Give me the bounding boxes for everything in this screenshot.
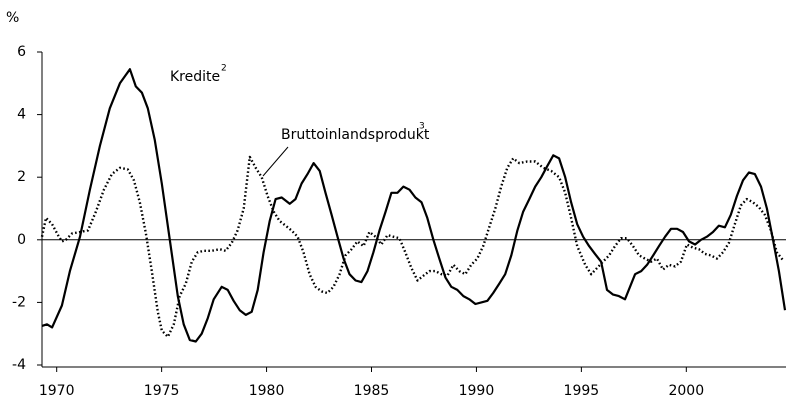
x-tick-label: 1970: [39, 383, 75, 399]
y-tick-label: 0: [17, 232, 26, 248]
y-tick-label: -2: [12, 294, 26, 310]
series-line: [40, 155, 784, 338]
series-label: Bruttoinlandsprodukt: [281, 127, 430, 143]
x-tick-label: 1975: [144, 383, 180, 399]
x-tick-label: 1995: [564, 383, 600, 399]
footnote-marker: 3: [419, 122, 425, 132]
x-tick-label: 1985: [354, 383, 390, 399]
leader-line: [262, 146, 289, 177]
y-tick-label: 2: [17, 169, 26, 185]
x-tick-label: 2000: [668, 383, 704, 399]
series-label: Kredite: [170, 69, 220, 85]
x-tick-label: 1990: [459, 383, 495, 399]
series-line: [41, 68, 787, 343]
x-tick-label: 1980: [249, 383, 285, 399]
y-tick-label: 6: [17, 44, 26, 60]
y-axis-label: %: [6, 10, 19, 26]
y-tick-label: 4: [17, 107, 26, 123]
y-tick-label: -4: [12, 357, 26, 373]
footnote-marker: 2: [221, 64, 227, 74]
